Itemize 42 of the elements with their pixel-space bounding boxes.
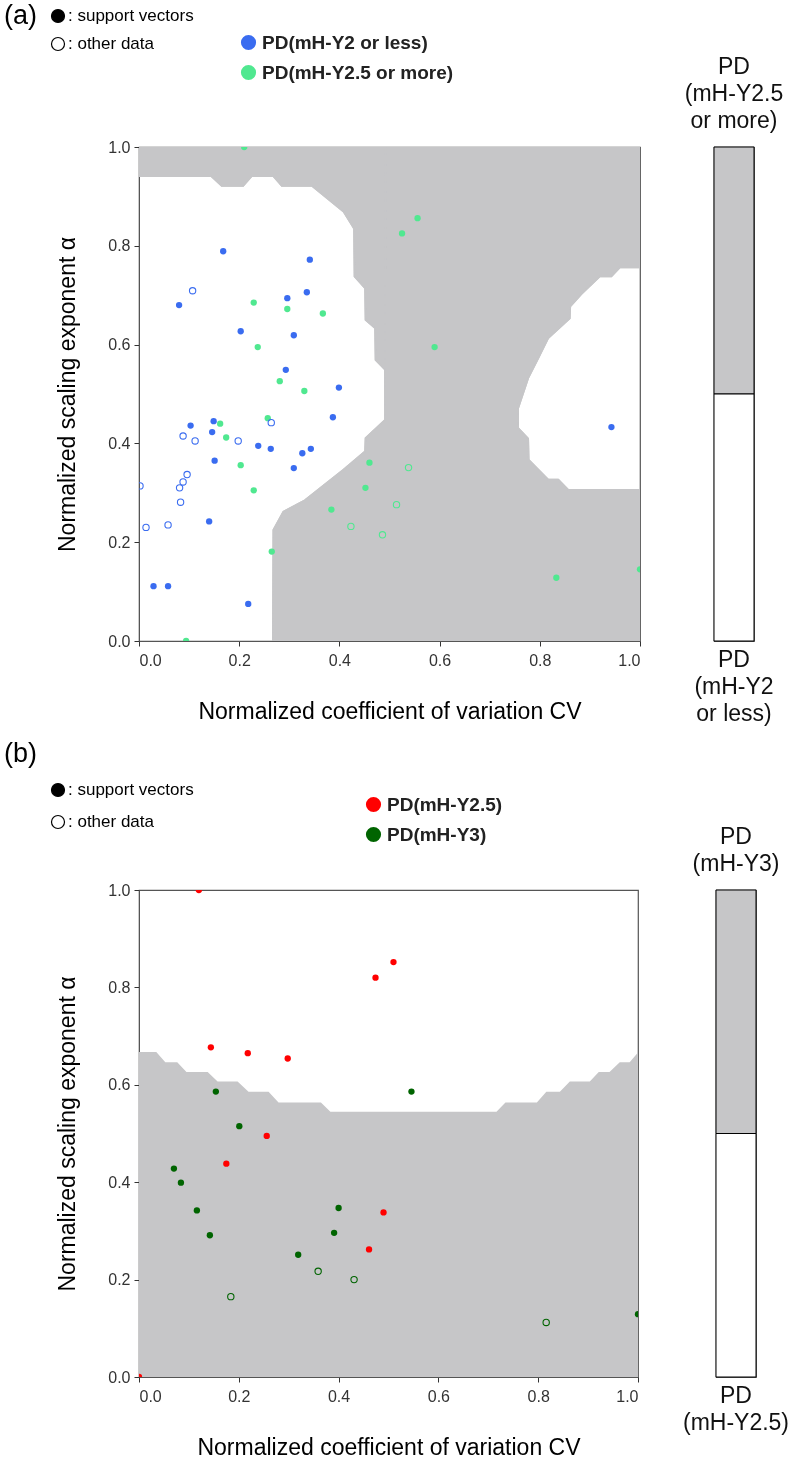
legend-label: PD(mH-Y2 or less) xyxy=(262,31,428,53)
text: PD (mH-Y2 or less) xyxy=(694,646,774,726)
x-tick-label: 0.6 xyxy=(428,651,452,669)
y-tick-label: 0.4 xyxy=(108,434,131,452)
y-tick-label: 0.8 xyxy=(108,978,131,996)
text: : other data xyxy=(68,34,155,54)
x-tick-label: 1.0 xyxy=(616,1387,639,1405)
y-tick-label: 0.0 xyxy=(108,632,131,650)
legend-label: PD(mH-Y2.5 or more) xyxy=(262,61,454,83)
text: PD (mH-Y2.5 or more) xyxy=(684,53,784,133)
chart-title: (b) xyxy=(4,738,37,769)
x-tick-label: 0.2 xyxy=(228,651,251,669)
x-tick-label: 0.2 xyxy=(228,1387,251,1405)
y-tick-label: 1.0 xyxy=(108,881,131,899)
text: PD (mH-Y3) xyxy=(692,823,780,876)
x-tick-label: 0.0 xyxy=(139,651,162,669)
y-tick-label: 0.2 xyxy=(108,1271,131,1289)
y-tick-label: 0.0 xyxy=(108,1368,131,1386)
text: : other data xyxy=(68,812,155,832)
text: : support vectors xyxy=(68,6,194,26)
x-tick-label: 0.8 xyxy=(529,651,552,669)
y-tick-label: 0.6 xyxy=(108,336,131,354)
y-tick-label: 0.4 xyxy=(108,1173,131,1191)
chart-title: (a) xyxy=(4,0,37,31)
y-axis-title: Normalized scaling exponent α xyxy=(54,236,81,553)
x-tick-label: 0.4 xyxy=(327,1387,351,1405)
x-tick-label: 0.0 xyxy=(139,1387,162,1405)
x-axis-title: Normalized coefficient of variation CV xyxy=(198,697,583,724)
x-tick-label: 1.0 xyxy=(618,651,641,669)
text: : support vectors xyxy=(68,780,194,800)
legend-label: PD(mH-Y2.5) xyxy=(387,793,503,815)
text: PD (mH-Y2.5) xyxy=(682,1382,790,1435)
y-tick-label: 0.6 xyxy=(108,1076,131,1094)
y-tick-label: 0.8 xyxy=(108,237,131,255)
x-axis-title: Normalized coefficient of variation CV xyxy=(197,1433,582,1460)
y-tick-label: 1.0 xyxy=(108,138,131,156)
x-tick-label: 0.4 xyxy=(328,651,352,669)
y-tick-label: 0.2 xyxy=(108,533,131,551)
x-tick-label: 0.8 xyxy=(527,1387,550,1405)
y-axis-title: Normalized scaling exponent α xyxy=(54,976,81,1292)
legend-label: PD(mH-Y3) xyxy=(387,823,487,845)
x-tick-label: 0.6 xyxy=(427,1387,451,1405)
